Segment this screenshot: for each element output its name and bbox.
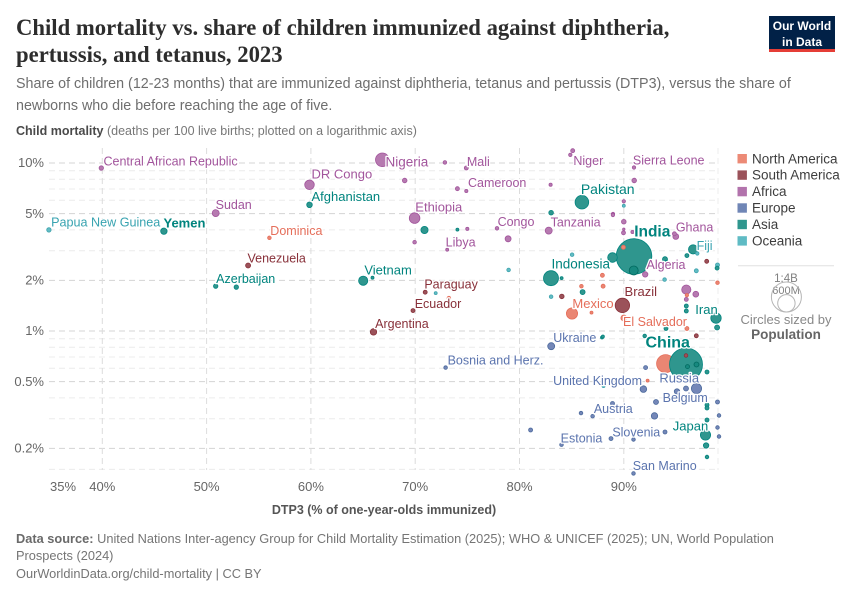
svg-text:Slovenia: Slovenia bbox=[612, 426, 660, 440]
svg-text:2%: 2% bbox=[25, 273, 44, 288]
svg-text:Tanzania: Tanzania bbox=[551, 215, 601, 229]
svg-text:DTP3 (% of one-year-olds immun: DTP3 (% of one-year-olds immunized) bbox=[272, 503, 496, 517]
svg-text:0.2%: 0.2% bbox=[14, 441, 44, 456]
svg-text:Sudan: Sudan bbox=[216, 198, 252, 212]
svg-text:Afghanistan: Afghanistan bbox=[312, 189, 381, 204]
svg-text:Brazil: Brazil bbox=[625, 284, 658, 299]
svg-text:Indonesia: Indonesia bbox=[552, 257, 611, 272]
svg-text:Oceania: Oceania bbox=[752, 234, 803, 249]
svg-text:Papua New Guinea: Papua New Guinea bbox=[51, 215, 160, 229]
svg-text:Yemen: Yemen bbox=[164, 215, 206, 230]
svg-text:Mexico: Mexico bbox=[572, 296, 613, 311]
svg-text:Algeria: Algeria bbox=[647, 258, 686, 272]
svg-text:10%: 10% bbox=[18, 155, 44, 170]
svg-text:San Marino: San Marino bbox=[633, 459, 697, 473]
svg-text:South America: South America bbox=[752, 168, 840, 183]
svg-text:India: India bbox=[634, 223, 671, 240]
svg-text:El Salvador: El Salvador bbox=[623, 315, 687, 329]
svg-text:Estonia: Estonia bbox=[561, 432, 603, 446]
svg-text:Asia: Asia bbox=[752, 217, 779, 232]
svg-text:North America: North America bbox=[752, 151, 838, 166]
svg-text:Cameroon: Cameroon bbox=[468, 176, 526, 190]
svg-text:Bosnia and Herz.: Bosnia and Herz. bbox=[448, 354, 544, 368]
svg-text:Venezuela: Venezuela bbox=[248, 252, 306, 266]
svg-text:Mali: Mali bbox=[467, 155, 490, 169]
svg-text:35%: 35% bbox=[50, 479, 76, 494]
svg-text:Japan: Japan bbox=[673, 419, 708, 434]
svg-text:40%: 40% bbox=[89, 479, 115, 494]
svg-text:Iran: Iran bbox=[695, 302, 717, 317]
svg-text:Ethiopia: Ethiopia bbox=[415, 200, 463, 215]
svg-text:1%: 1% bbox=[25, 323, 44, 338]
svg-text:Argentina: Argentina bbox=[375, 317, 429, 331]
svg-text:Libya: Libya bbox=[446, 236, 476, 250]
svg-text:China: China bbox=[646, 335, 691, 352]
svg-text:Austria: Austria bbox=[594, 402, 633, 416]
svg-text:Sierra Leone: Sierra Leone bbox=[633, 154, 705, 168]
svg-text:1:4B: 1:4B bbox=[774, 273, 798, 285]
svg-text:600M: 600M bbox=[772, 285, 800, 297]
svg-text:5%: 5% bbox=[25, 206, 44, 221]
svg-text:60%: 60% bbox=[298, 479, 324, 494]
svg-text:Population: Population bbox=[751, 327, 821, 342]
svg-text:0.5%: 0.5% bbox=[14, 374, 44, 389]
svg-text:Ghana: Ghana bbox=[676, 220, 714, 234]
svg-text:Ukraine: Ukraine bbox=[553, 331, 596, 345]
svg-text:Fiji: Fiji bbox=[697, 239, 713, 253]
svg-text:Ecuador: Ecuador bbox=[415, 297, 462, 311]
svg-text:Pakistan: Pakistan bbox=[581, 181, 635, 197]
svg-text:90%: 90% bbox=[611, 479, 637, 494]
svg-text:DR Congo: DR Congo bbox=[312, 167, 373, 182]
svg-text:Azerbaijan: Azerbaijan bbox=[216, 272, 275, 286]
svg-text:70%: 70% bbox=[402, 479, 428, 494]
svg-text:Russia: Russia bbox=[659, 371, 700, 386]
svg-text:80%: 80% bbox=[506, 479, 532, 494]
svg-text:Vietnam: Vietnam bbox=[364, 263, 411, 278]
svg-text:Dominica: Dominica bbox=[270, 224, 322, 238]
svg-text:Niger: Niger bbox=[573, 154, 603, 168]
svg-text:Nigeria: Nigeria bbox=[386, 155, 429, 170]
svg-text:Europe: Europe bbox=[752, 201, 796, 216]
svg-text:50%: 50% bbox=[194, 479, 220, 494]
svg-text:United Kingdom: United Kingdom bbox=[553, 374, 642, 388]
svg-text:Congo: Congo bbox=[498, 215, 535, 229]
svg-text:Circles sized by: Circles sized by bbox=[740, 312, 832, 327]
svg-text:Africa: Africa bbox=[752, 184, 787, 199]
svg-text:Belgium: Belgium bbox=[663, 391, 708, 405]
svg-text:Paraguay: Paraguay bbox=[424, 277, 478, 291]
svg-text:Central African Republic: Central African Republic bbox=[104, 154, 238, 168]
